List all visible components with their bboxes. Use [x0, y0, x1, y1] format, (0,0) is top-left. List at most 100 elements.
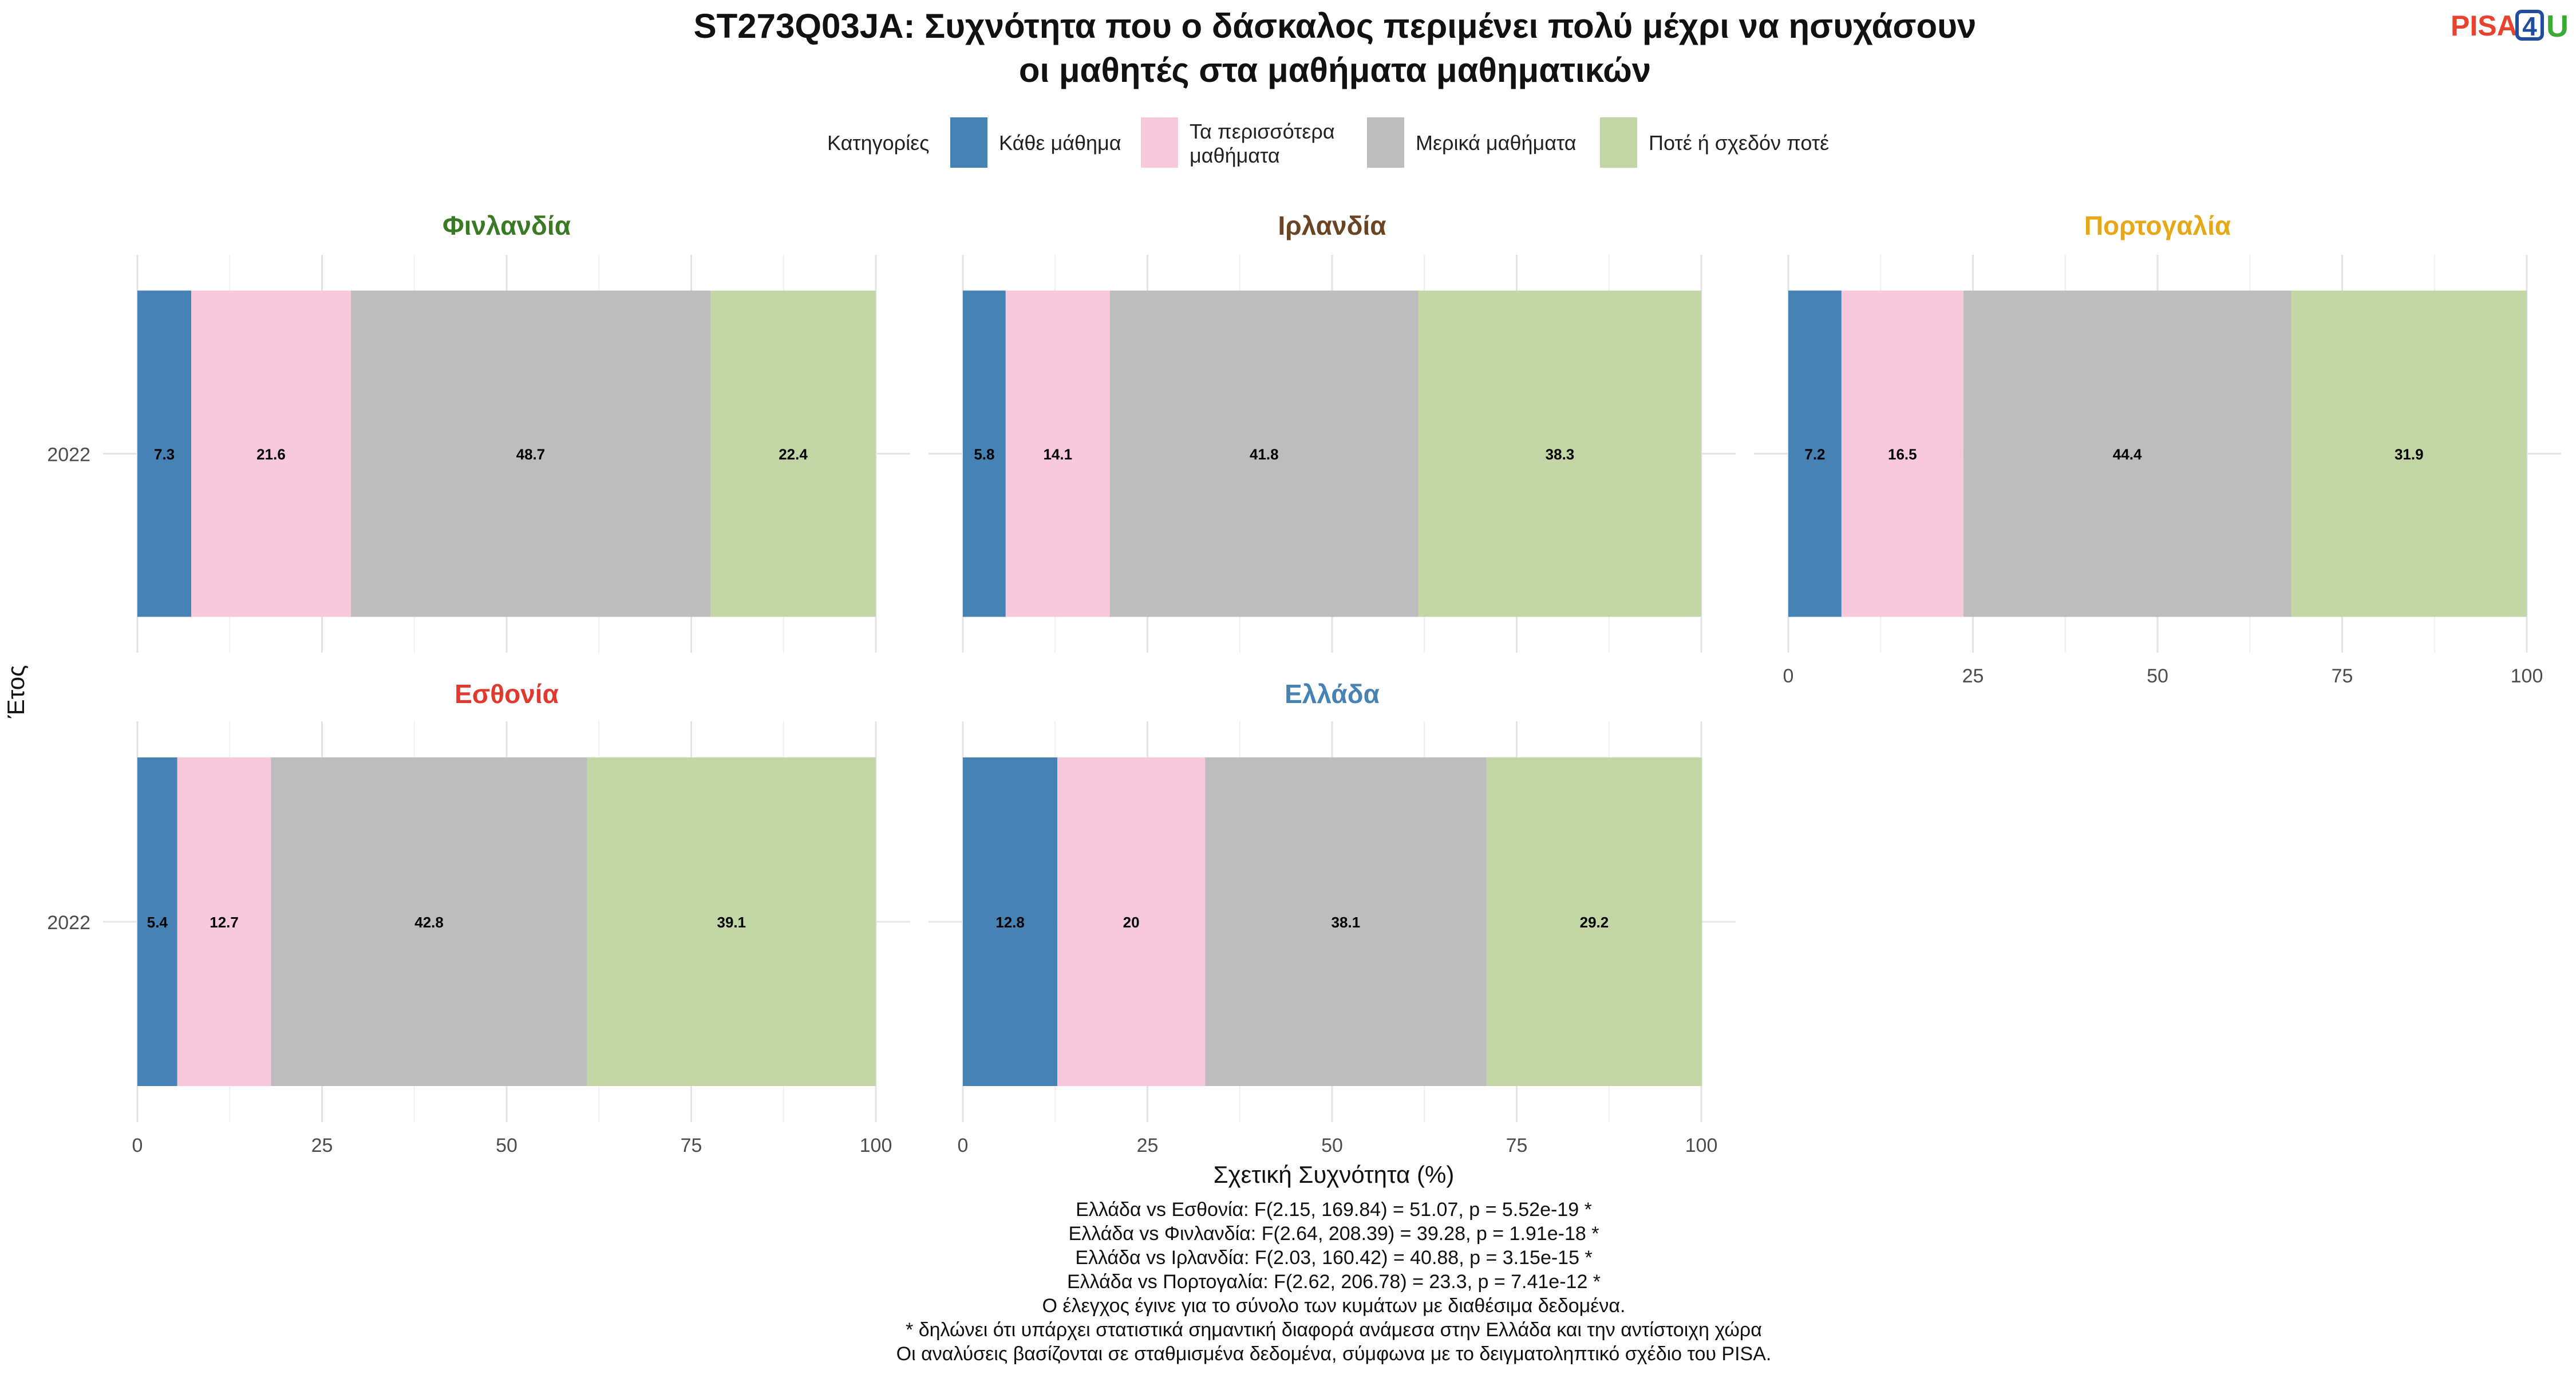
- x-tick-label: 100: [2511, 665, 2543, 687]
- bar-segment: [1109, 290, 1419, 617]
- x-tick-label: 0: [1783, 665, 1794, 687]
- bar-segment: [2291, 290, 2527, 617]
- facet-panel: Φινλανδία 2022 7.3 21.6 48.7 22.4: [47, 211, 910, 653]
- footnote-line: * δηλώνει ότι υπάρχει στατιστικά σημαντι…: [906, 1319, 1762, 1341]
- footnotes: Ελλάδα vs Εσθονία: F(2.15, 169.84) = 51.…: [896, 1199, 1772, 1365]
- bar-value-label: 5.4: [147, 914, 168, 931]
- legend-item: Μερικά μαθήματα: [1367, 117, 1577, 168]
- bar-segment: [1005, 290, 1110, 617]
- x-tick-label: 25: [311, 1135, 333, 1156]
- x-tick-label: 75: [2332, 665, 2353, 687]
- bar-value-label: 39.1: [717, 914, 746, 931]
- footnote-line: Ελλάδα vs Πορτογαλία: F(2.62, 206.78) = …: [1067, 1271, 1601, 1293]
- bar-value-label: 21.6: [256, 446, 286, 463]
- chart-title: ST273Q03JA: Συχνότητα που ο δάσκαλος περ…: [694, 7, 1977, 89]
- bar-segment: [1205, 757, 1487, 1086]
- x-axis-title: Σχετική Συχνότητα (%): [1214, 1161, 1455, 1188]
- bar-value-label: 16.5: [1888, 446, 1917, 463]
- bar-segment: [1057, 757, 1206, 1086]
- x-tick-label: 50: [1321, 1135, 1343, 1156]
- y-tick-label: 2022: [47, 912, 90, 934]
- legend-title: Κατηγορίες: [827, 131, 930, 155]
- bar-value-label: 38.3: [1546, 446, 1575, 463]
- footnote-line: Ελλάδα vs Ιρλανδία: F(2.03, 160.42) = 40…: [1075, 1247, 1592, 1269]
- bar-value-label: 12.7: [210, 914, 239, 931]
- bar-segment: [1486, 757, 1702, 1086]
- x-tick-label: 100: [1685, 1135, 1718, 1156]
- facet-panels: Φινλανδία 2022 7.3 21.6 48.7 22.4 Ιρλανδία 5.8 1…: [47, 211, 2561, 1156]
- bar-segment: [191, 290, 351, 617]
- x-tick-label: 50: [496, 1135, 517, 1156]
- legend-swatch: [1141, 117, 1178, 168]
- svg-text:PISA: PISA: [2451, 10, 2518, 42]
- facet-title: Ιρλανδία: [1278, 211, 1386, 240]
- legend-swatch: [1600, 117, 1637, 168]
- bar-value-label: 31.9: [2395, 446, 2424, 463]
- legend-label: μαθήματα: [1190, 144, 1280, 167]
- bar-value-label: 5.8: [974, 446, 994, 463]
- bar-segment: [1963, 290, 2291, 617]
- x-tick-label: 25: [1137, 1135, 1159, 1156]
- bar-value-label: 38.1: [1332, 914, 1361, 931]
- footnote-line: Ελλάδα vs Εσθονία: F(2.15, 169.84) = 51.…: [1076, 1199, 1592, 1221]
- x-tick-label: 75: [681, 1135, 702, 1156]
- bar-segment: [350, 290, 711, 617]
- logo-box: [2515, 10, 2544, 41]
- legend-label: Τα περισσότερα: [1190, 120, 1335, 143]
- bar-segment: [587, 757, 876, 1086]
- bar-value-label: 41.8: [1250, 446, 1279, 463]
- legend-swatch: [950, 117, 987, 168]
- facet-title: Εσθονία: [455, 679, 559, 709]
- x-tick-label: 0: [132, 1135, 143, 1156]
- bar-segment: [271, 757, 587, 1086]
- y-axis-title: Έτος: [2, 665, 29, 719]
- bar-value-label: 42.8: [414, 914, 444, 931]
- legend-label: Κάθε μάθημα: [999, 131, 1121, 155]
- pisa4u-logo: PISA 4 U: [2451, 9, 2569, 44]
- bar-value-label: 22.4: [779, 446, 808, 463]
- bar-segment: [137, 757, 177, 1086]
- bar-value-label: 7.3: [154, 446, 175, 463]
- x-tick-label: 75: [1506, 1135, 1528, 1156]
- bar-value-label: 44.4: [2113, 446, 2142, 463]
- bar-segment: [710, 290, 876, 617]
- bar-segment: [963, 290, 1006, 617]
- facet-panel: Ιρλανδία 5.8 14.1 41.8 38.3: [929, 211, 1736, 653]
- footnote-line: Ελλάδα vs Φινλανδία: F(2.64, 208.39) = 3…: [1069, 1223, 1599, 1245]
- x-tick-label: 25: [1962, 665, 1984, 687]
- bar-value-label: 7.2: [1804, 446, 1825, 463]
- x-tick-label: 50: [2147, 665, 2168, 687]
- chart-title-line-1: ST273Q03JA: Συχνότητα που ο δάσκαλος περ…: [694, 7, 1977, 45]
- legend-swatch: [1367, 117, 1404, 168]
- bar-value-label: 48.7: [516, 446, 546, 463]
- logo-part-1: PISA: [2451, 10, 2518, 42]
- bar-segment: [1788, 290, 1842, 617]
- logo-part-2: 4: [2522, 11, 2537, 41]
- facet-panel: Εσθονία 2022 5.4 12.7 42.8 39.1 0 25 50 75 100: [47, 679, 910, 1156]
- facet-panel: Πορτογαλία 7.2 16.5 44.4 31.9 0 25 50 75 100: [1754, 211, 2561, 687]
- facet-title: Ελλάδα: [1285, 679, 1380, 709]
- bar-segment: [1841, 290, 1963, 617]
- bar-segment: [137, 290, 192, 617]
- bar-value-label: 29.2: [1580, 914, 1609, 931]
- legend-item: Ποτέ ή σχεδόν ποτέ: [1600, 117, 1829, 168]
- bar-segment: [1418, 290, 1701, 617]
- x-tick-label: 100: [860, 1135, 892, 1156]
- legend-label: Ποτέ ή σχεδόν ποτέ: [1649, 131, 1829, 155]
- bar-value-label: 12.8: [995, 914, 1025, 931]
- footnote-line: Οι αναλύσεις βασίζονται σε σταθμισμένα δ…: [896, 1343, 1772, 1365]
- bar-value-label: 20: [1123, 914, 1140, 931]
- legend-label: Μερικά μαθήματα: [1416, 131, 1577, 155]
- y-tick-label: 2022: [47, 444, 90, 466]
- chart-title-line-2: οι μαθητές στα μαθήματα μαθηματικών: [1019, 51, 1651, 89]
- logo-part-3: U: [2546, 9, 2569, 44]
- legend-item: Κάθε μάθημα: [950, 117, 1121, 168]
- facet-title: Φινλανδία: [442, 211, 571, 240]
- bar-segment: [177, 757, 271, 1086]
- facet-title: Πορτογαλία: [2084, 211, 2231, 240]
- facet-panel: Ελλάδα 12.8 20 38.1 29.2 0 25 50 75 100: [929, 679, 1736, 1156]
- bar-value-label: 14.1: [1043, 446, 1072, 463]
- bar-segment: [963, 757, 1058, 1086]
